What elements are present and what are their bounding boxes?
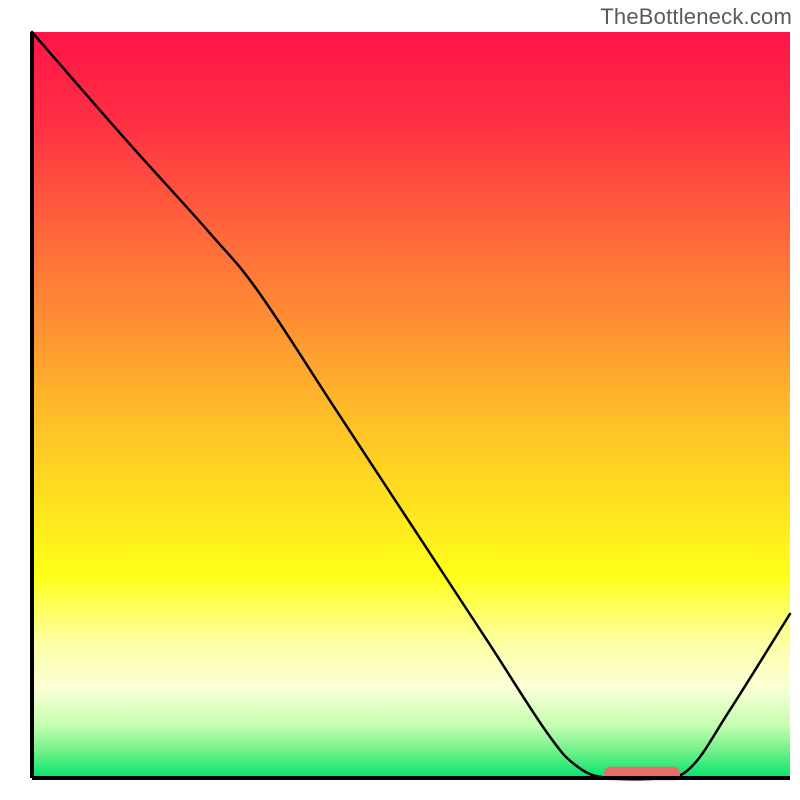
- plot-background: [32, 32, 790, 778]
- bottleneck-chart: [0, 0, 800, 800]
- watermark-text: TheBottleneck.com: [600, 4, 792, 30]
- chart-svg: [0, 0, 800, 800]
